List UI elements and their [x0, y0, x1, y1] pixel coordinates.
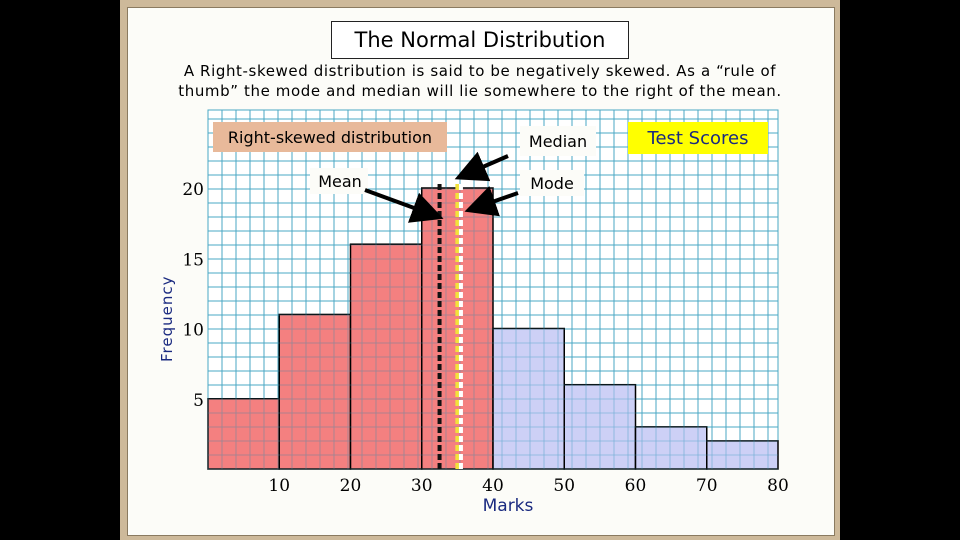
- y-axis-label: Frequency: [158, 276, 176, 363]
- mode-label: Mode: [530, 174, 574, 193]
- chart-title-bg: [628, 122, 768, 154]
- distribution-label: Right-skewed distribution: [228, 128, 432, 147]
- mean-label-bg: [310, 168, 368, 194]
- slide-description: A Right-skewed distribution is said to b…: [150, 61, 810, 101]
- histogram-bar: [278, 313, 352, 470]
- histogram-bar: [349, 243, 423, 470]
- x-tick-label: 30: [411, 476, 433, 496]
- mean-label: Mean: [318, 172, 362, 191]
- x-tick-label: 20: [340, 476, 362, 496]
- chart-bars: [207, 110, 779, 470]
- chart-title: Test Scores: [647, 128, 749, 149]
- description-line-2: thumb” the mode and median will lie some…: [178, 82, 782, 100]
- x-tick-label: 60: [625, 476, 647, 496]
- mode-label-bg: [520, 170, 584, 196]
- x-tick-label: 40: [482, 476, 504, 496]
- median-arrow: [454, 151, 509, 182]
- median-label: Median: [529, 132, 587, 151]
- slide-title: The Normal Distribution: [331, 21, 629, 59]
- axis-ticks: 10 20 30 40 50 60 70 80 5 10 15 20: [182, 180, 788, 496]
- description-line-1: A Right-skewed distribution is said to b…: [183, 62, 777, 80]
- y-tick-label: 10: [182, 321, 204, 341]
- median-label-bg: [520, 126, 596, 156]
- mean-arrow: [364, 188, 444, 223]
- y-tick-label: 20: [182, 180, 204, 200]
- x-tick-label: 10: [268, 476, 290, 496]
- x-tick-label: 80: [767, 476, 789, 496]
- histogram-bar: [634, 426, 708, 470]
- y-tick-label: 15: [182, 250, 204, 270]
- x-tick-label: 50: [553, 476, 575, 496]
- y-tick-label: 5: [193, 391, 204, 411]
- x-axis-label: Marks: [483, 496, 534, 516]
- mode-arrow: [464, 186, 519, 217]
- histogram-bar: [207, 398, 280, 470]
- x-tick-label: 70: [696, 476, 718, 496]
- chart-markers: [437, 184, 463, 469]
- distribution-label-bg: [213, 122, 447, 152]
